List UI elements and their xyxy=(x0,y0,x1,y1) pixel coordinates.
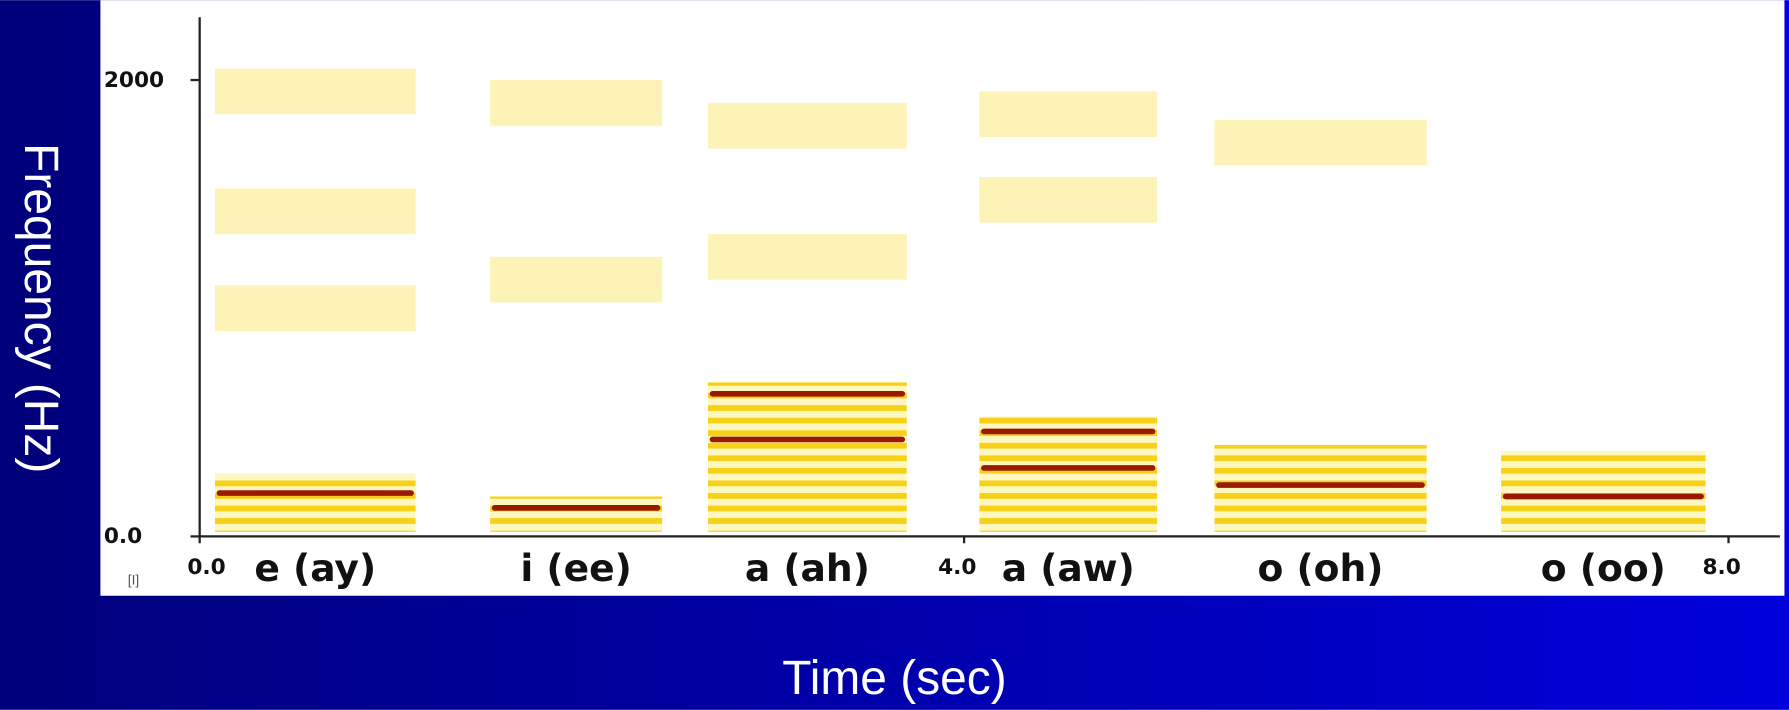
harmonic-region xyxy=(490,496,663,532)
x-axis-title: Time (sec) xyxy=(782,652,1006,705)
vowel-label: a (aw) xyxy=(1002,546,1135,590)
x-tick-label: 0.0 xyxy=(187,555,225,580)
harmonic-region xyxy=(214,473,416,532)
y-axis-title: Frequency (Hz) xyxy=(14,143,67,473)
corner-label: [I] xyxy=(128,572,139,587)
harmonic-region xyxy=(979,416,1158,532)
faint-band xyxy=(1214,119,1427,166)
vowel-label: o (oo) xyxy=(1541,546,1666,590)
x-tick-label: 4.0 xyxy=(938,555,976,580)
vowel-label: a (ah) xyxy=(745,546,870,590)
vowel-label: e (ay) xyxy=(254,546,376,590)
faint-band xyxy=(490,80,663,126)
faint-band xyxy=(979,91,1158,138)
faint-band xyxy=(214,285,416,332)
harmonic-region xyxy=(708,382,907,532)
vowel-label: o (oh) xyxy=(1257,546,1383,590)
faint-band xyxy=(979,177,1158,223)
faint-band xyxy=(490,256,663,303)
faint-band xyxy=(708,102,907,149)
faint-band xyxy=(214,68,416,115)
harmonic-region xyxy=(1214,445,1427,532)
y-tick-label: 0.0 xyxy=(104,524,142,549)
faint-band xyxy=(708,234,907,280)
x-tick-label: 8.0 xyxy=(1702,555,1740,580)
faint-band xyxy=(214,188,416,235)
spectrogram: 0.0 2000 0.0 4.0 8.0 e (ay) i (ee) a (ah) a (aw)… xyxy=(104,68,1741,590)
harmonic-region xyxy=(1501,450,1706,532)
y-tick-label: 2000 xyxy=(104,68,164,93)
vowel-label: i (ee) xyxy=(520,546,631,590)
